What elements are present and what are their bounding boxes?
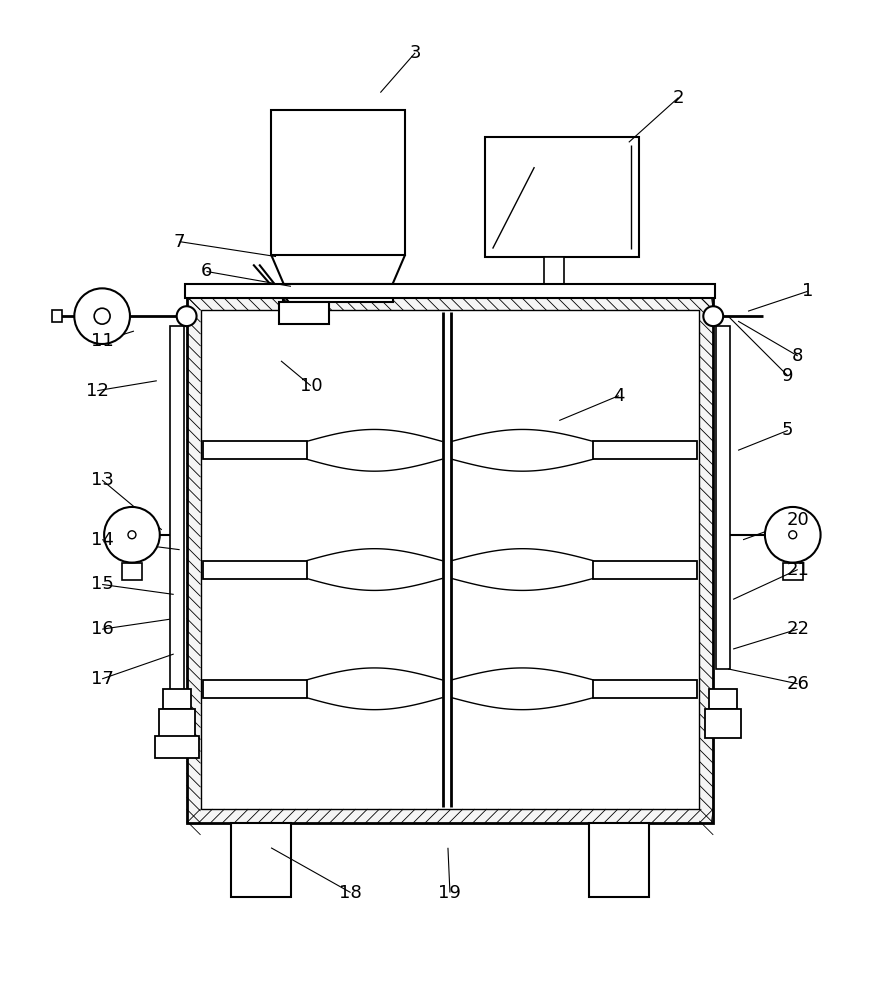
Text: 2: 2 — [672, 89, 683, 107]
Text: 21: 21 — [786, 561, 809, 579]
Circle shape — [94, 308, 110, 324]
Bar — [203, 441, 306, 459]
Bar — [122, 563, 142, 580]
Bar — [592, 561, 696, 579]
Text: 16: 16 — [90, 620, 113, 638]
Bar — [203, 680, 306, 698]
Bar — [53, 310, 62, 322]
Bar — [159, 709, 195, 738]
Circle shape — [75, 288, 130, 344]
Bar — [484, 137, 638, 257]
Text: 13: 13 — [90, 471, 113, 489]
Circle shape — [764, 507, 820, 563]
Text: 12: 12 — [86, 382, 109, 400]
Text: 4: 4 — [612, 387, 624, 405]
Bar — [592, 441, 696, 459]
Text: 14: 14 — [90, 531, 113, 549]
Circle shape — [788, 531, 795, 539]
Bar — [200, 310, 699, 809]
Bar — [544, 257, 564, 286]
Text: 8: 8 — [791, 347, 802, 365]
Circle shape — [104, 507, 160, 563]
Bar — [169, 326, 183, 699]
Bar — [592, 680, 696, 698]
Bar — [704, 709, 740, 738]
Circle shape — [176, 306, 196, 326]
Bar — [203, 561, 306, 579]
Text: 10: 10 — [299, 377, 322, 395]
Text: 6: 6 — [201, 262, 212, 280]
Text: 20: 20 — [786, 511, 809, 529]
Text: 3: 3 — [409, 44, 420, 62]
Text: 11: 11 — [90, 332, 113, 350]
Bar — [271, 110, 405, 255]
Bar — [279, 302, 328, 324]
Text: 19: 19 — [438, 884, 460, 902]
Bar — [709, 689, 737, 709]
Text: 9: 9 — [781, 367, 793, 385]
Text: 17: 17 — [90, 670, 113, 688]
Circle shape — [128, 531, 136, 539]
Text: 5: 5 — [781, 421, 793, 439]
Bar — [716, 326, 730, 669]
Text: 18: 18 — [339, 884, 361, 902]
Bar — [154, 736, 198, 758]
Text: 22: 22 — [785, 620, 809, 638]
Bar — [187, 296, 712, 823]
Text: 26: 26 — [786, 675, 809, 693]
Bar — [782, 563, 802, 580]
Text: 7: 7 — [174, 233, 185, 251]
Bar — [231, 823, 290, 897]
Bar — [588, 823, 648, 897]
Bar — [282, 284, 393, 302]
Circle shape — [702, 306, 723, 326]
Text: 1: 1 — [801, 282, 812, 300]
Bar — [162, 689, 190, 709]
Bar — [184, 284, 715, 298]
Text: 15: 15 — [90, 575, 113, 593]
